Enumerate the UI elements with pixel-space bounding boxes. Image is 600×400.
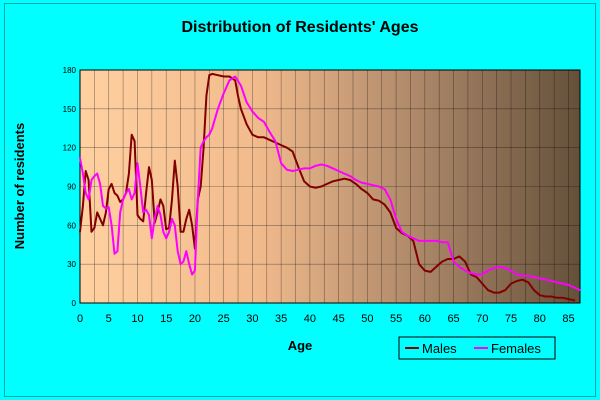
x-axis-label: Age (288, 338, 313, 353)
y-tick-label: 60 (67, 221, 76, 230)
x-tick-label: 75 (505, 313, 517, 325)
x-tick-label: 65 (447, 313, 459, 325)
x-axis-ticks: 0 5 10 15 20 25 30 35 40 45 50 55 60 65 70 75 80 85 (77, 313, 575, 325)
legend-females-label: Females (491, 341, 541, 356)
legend: Males Females (398, 336, 556, 360)
x-tick-label: 60 (419, 313, 431, 325)
x-tick-label: 85 (562, 313, 574, 325)
plot-area (79, 69, 581, 304)
series-line-males (79, 72, 576, 302)
x-tick-label: 40 (304, 313, 316, 325)
y-axis-ticks: 0 30 60 90 120 150 180 (63, 66, 77, 308)
chart-title: Distribution of Residents' Ages (181, 19, 418, 36)
series-lines (79, 72, 581, 302)
x-tick-label: 25 (218, 313, 230, 325)
x-tick-label: 55 (390, 313, 402, 325)
y-tick-label: 120 (63, 144, 77, 153)
x-tick-label: 15 (160, 313, 172, 325)
y-tick-label: 90 (67, 183, 76, 192)
y-tick-label: 30 (67, 260, 76, 269)
x-tick-label: 0 (77, 313, 83, 325)
x-tick-label: 50 (361, 313, 373, 325)
y-tick-label: 0 (72, 299, 77, 308)
y-axis-label: Number of residents (12, 123, 27, 249)
x-tick-label: 5 (106, 313, 112, 325)
x-tick-label: 10 (131, 313, 143, 325)
x-tick-label: 30 (246, 313, 258, 325)
x-tick-label: 80 (534, 313, 546, 325)
x-tick-label: 35 (275, 313, 287, 325)
x-tick-label: 45 (332, 313, 344, 325)
x-tick-label: 70 (476, 313, 488, 325)
legend-males-label: Males (422, 341, 457, 356)
y-tick-label: 150 (63, 105, 77, 114)
series-line-females (79, 75, 581, 292)
y-tick-label: 180 (63, 66, 77, 75)
grid-lines (80, 70, 580, 303)
x-tick-label: 20 (189, 313, 201, 325)
